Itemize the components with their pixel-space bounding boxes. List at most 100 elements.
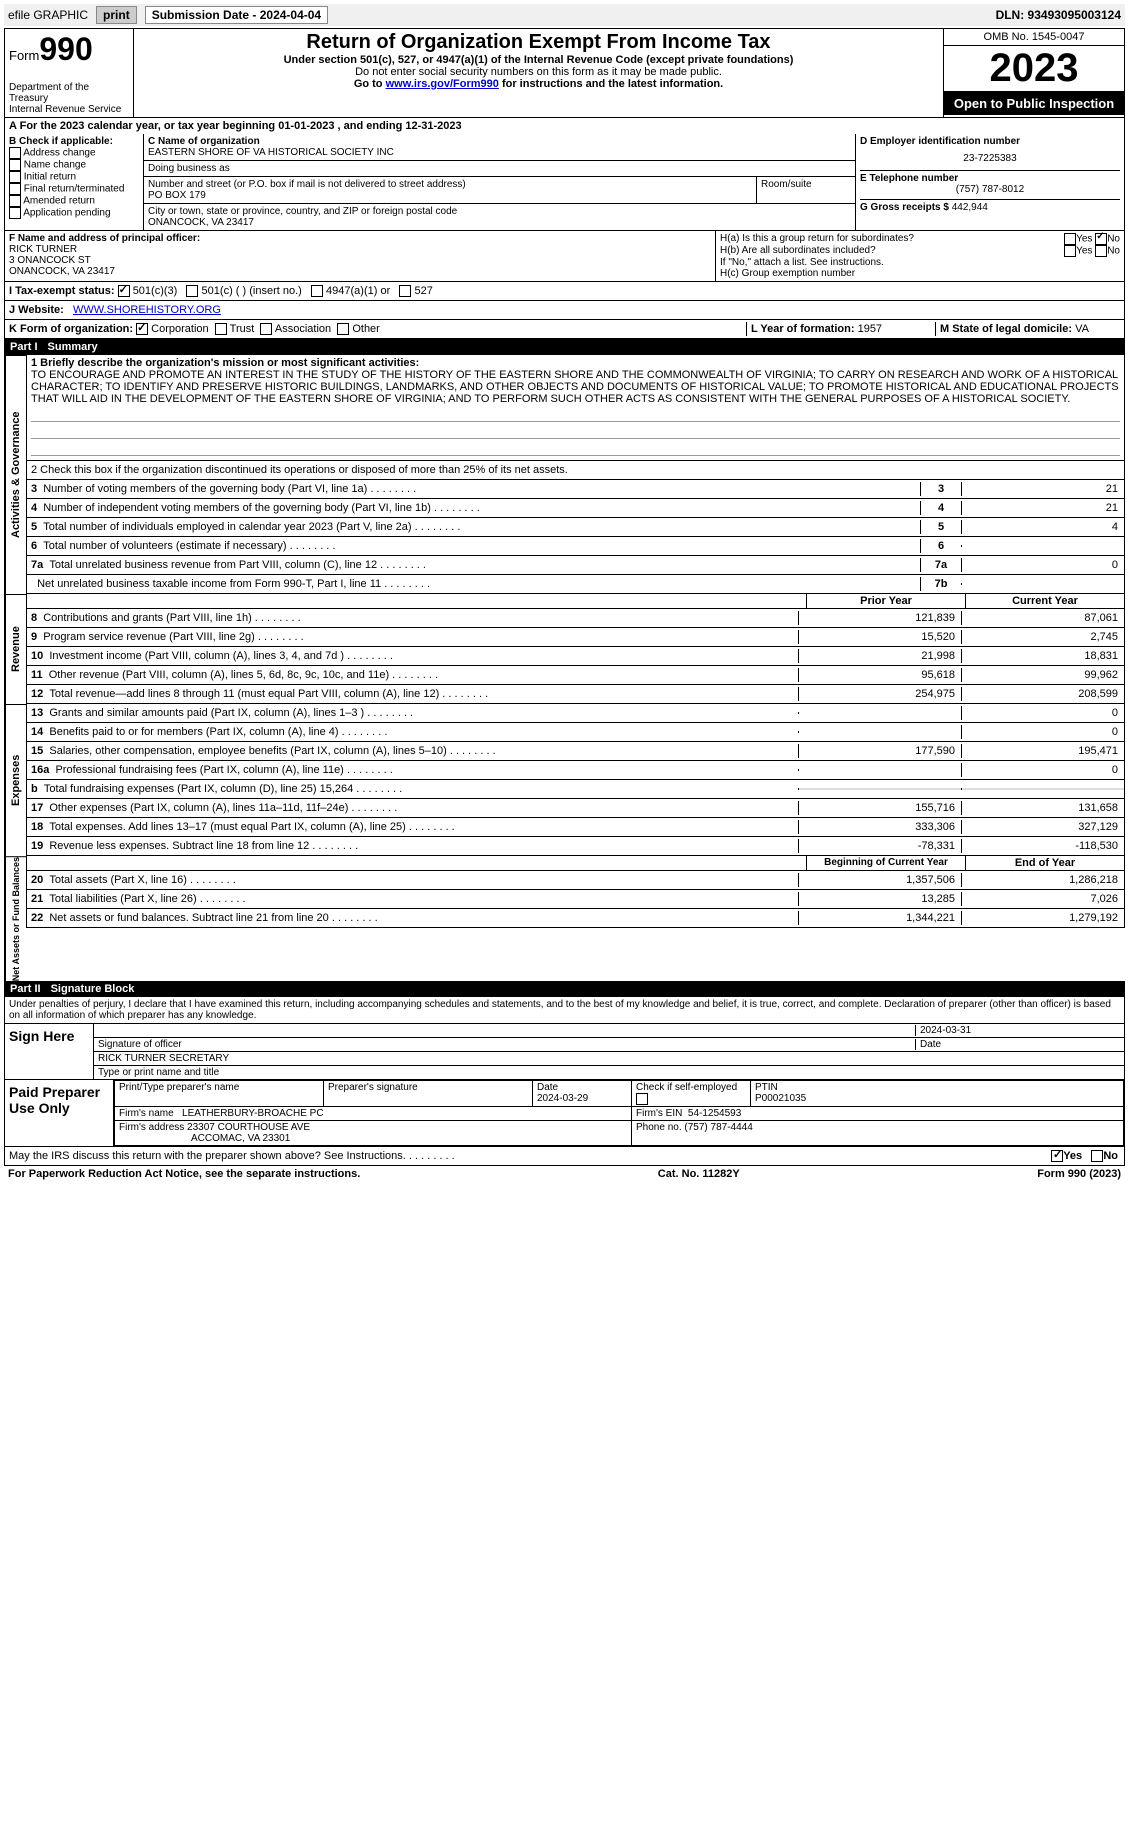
summary-line: 17 Other expenses (Part IX, column (A), …	[26, 799, 1125, 818]
city-state-zip: ONANCOCK, VA 23417	[148, 217, 851, 228]
summary-line: 21 Total liabilities (Part X, line 26)13…	[26, 890, 1125, 909]
cb-527[interactable]	[399, 285, 411, 297]
goto-line: Go to www.irs.gov/Form990 for instructio…	[142, 78, 935, 90]
year-formation: 1957	[858, 323, 882, 335]
form-number: Form990	[9, 31, 129, 68]
cb-501c[interactable]	[186, 285, 198, 297]
summary-line: Net unrelated business taxable income fr…	[26, 575, 1125, 594]
summary-line: 16a Professional fundraising fees (Part …	[26, 761, 1125, 780]
summary-line: 5 Total number of individuals employed i…	[26, 518, 1125, 537]
firm-addr2: ACCOMAC, VA 23301	[119, 1133, 290, 1144]
gross-receipts: 442,944	[952, 202, 988, 213]
sign-date: 2024-03-31	[915, 1025, 1120, 1036]
expense-section: Expenses 13 Grants and similar amounts p…	[4, 704, 1125, 856]
firm-ein: 54-1254593	[688, 1108, 741, 1119]
cb-corp[interactable]	[136, 323, 148, 335]
perjury-text: Under penalties of perjury, I declare th…	[4, 997, 1125, 1024]
activities-governance: Activities & Governance 1 Briefly descri…	[4, 355, 1125, 594]
cb-address-change[interactable]: Address change	[9, 147, 139, 159]
state-domicile: VA	[1075, 323, 1089, 335]
ha-yes[interactable]	[1064, 233, 1076, 245]
part2-header: Part II Signature Block	[4, 981, 1125, 997]
cb-initial-return[interactable]: Initial return	[9, 171, 139, 183]
main-title: Return of Organization Exempt From Incom…	[142, 31, 935, 54]
org-name: EASTERN SHORE OF VA HISTORICAL SOCIETY I…	[148, 147, 851, 158]
hb-yes[interactable]	[1064, 245, 1076, 257]
summary-line: 7a Total unrelated business revenue from…	[26, 556, 1125, 575]
cb-trust[interactable]	[215, 323, 227, 335]
sign-here-block: Sign Here 2024-03-31 Signature of office…	[4, 1024, 1125, 1080]
cb-501c3[interactable]	[118, 285, 130, 297]
phone: (757) 787-8012	[860, 184, 1120, 195]
sub-title: Under section 501(c), 527, or 4947(a)(1)…	[142, 54, 935, 66]
officer-name-title: RICK TURNER SECRETARY	[98, 1053, 229, 1064]
cb-name-change[interactable]: Name change	[9, 159, 139, 171]
website-link[interactable]: WWW.SHOREHISTORY.ORG	[73, 304, 221, 316]
summary-line: b Total fundraising expenses (Part IX, c…	[26, 780, 1125, 799]
section-c: C Name of organization EASTERN SHORE OF …	[144, 134, 855, 230]
summary-line: 11 Other revenue (Part VIII, column (A),…	[26, 666, 1125, 685]
line-a: A For the 2023 calendar year, or tax yea…	[4, 118, 1125, 134]
summary-line: 8 Contributions and grants (Part VIII, l…	[26, 609, 1125, 628]
summary-line: 19 Revenue less expenses. Subtract line …	[26, 837, 1125, 856]
irs-discuss-yes[interactable]	[1051, 1150, 1063, 1162]
summary-line: 14 Benefits paid to or for members (Part…	[26, 723, 1125, 742]
cb-final-return[interactable]: Final return/terminated	[9, 183, 139, 195]
balance-section: Net Assets or Fund Balances Beginning of…	[4, 856, 1125, 981]
dept-label: Department of the Treasury	[9, 82, 129, 104]
cb-assoc[interactable]	[260, 323, 272, 335]
submission-date: Submission Date - 2024-04-04	[145, 6, 328, 24]
summary-line: 13 Grants and similar amounts paid (Part…	[26, 704, 1125, 723]
efile-label: efile GRAPHIC	[8, 8, 88, 22]
ein: 23-7225383	[860, 147, 1120, 170]
form-header: Form990 Department of the Treasury Inter…	[4, 28, 1125, 118]
summary-line: 6 Total number of volunteers (estimate i…	[26, 537, 1125, 556]
firm-name: LEATHERBURY-BROACHE PC	[182, 1108, 324, 1119]
tax-year: 2023	[944, 46, 1124, 92]
revenue-section: Revenue Prior Year Current Year 8 Contri…	[4, 594, 1125, 704]
omb-number: OMB No. 1545-0047	[944, 29, 1124, 46]
part1-header: Part I Summary	[4, 339, 1125, 355]
cb-self-employed[interactable]	[636, 1093, 648, 1105]
summary-line: 9 Program service revenue (Part VIII, li…	[26, 628, 1125, 647]
cb-application[interactable]: Application pending	[9, 207, 139, 219]
summary-line: 22 Net assets or fund balances. Subtract…	[26, 909, 1125, 928]
officer-block: F Name and address of principal officer:…	[4, 231, 1125, 282]
cb-amended[interactable]: Amended return	[9, 195, 139, 207]
mission-text: TO ENCOURAGE AND PROMOTE AN INTEREST IN …	[31, 369, 1120, 405]
irs-discuss-no[interactable]	[1091, 1150, 1103, 1162]
section-d: D Employer identification number 23-7225…	[855, 134, 1124, 230]
summary-line: 4 Number of independent voting members o…	[26, 499, 1125, 518]
firm-addr1: 23307 COURTHOUSE AVE	[187, 1122, 310, 1133]
dln-label: DLN: 93493095003124	[996, 8, 1121, 22]
ha-no[interactable]	[1095, 233, 1107, 245]
summary-line: 3 Number of voting members of the govern…	[26, 480, 1125, 499]
open-public: Open to Public Inspection	[944, 92, 1124, 115]
summary-line: 10 Investment income (Part VIII, column …	[26, 647, 1125, 666]
section-b: B Check if applicable: Address change Na…	[5, 134, 144, 230]
irs-discuss-line: May the IRS discuss this return with the…	[4, 1147, 1125, 1166]
officer-name: RICK TURNER	[9, 244, 711, 255]
header-info-block: B Check if applicable: Address change Na…	[4, 134, 1125, 231]
ssn-warning: Do not enter social security numbers on …	[142, 66, 935, 78]
summary-line: 12 Total revenue—add lines 8 through 11 …	[26, 685, 1125, 704]
line-i: I Tax-exempt status: 501(c)(3) 501(c) ( …	[4, 282, 1125, 301]
line-k-l-m: K Form of organization: Corporation Trus…	[4, 320, 1125, 339]
irs-label: Internal Revenue Service	[9, 104, 129, 115]
form990-link[interactable]: www.irs.gov/Form990	[386, 78, 499, 90]
preparer-block: Paid Preparer Use Only Print/Type prepar…	[4, 1080, 1125, 1147]
summary-line: 15 Salaries, other compensation, employe…	[26, 742, 1125, 761]
top-bar: efile GRAPHIC print Submission Date - 20…	[4, 4, 1125, 26]
street-address: PO BOX 179	[148, 190, 752, 201]
summary-line: 20 Total assets (Part X, line 16)1,357,5…	[26, 871, 1125, 890]
line-j: J Website: WWW.SHOREHISTORY.ORG	[4, 301, 1125, 320]
hb-no[interactable]	[1095, 245, 1107, 257]
mission-box: 1 Briefly describe the organization's mi…	[26, 355, 1125, 461]
summary-line: 18 Total expenses. Add lines 13–17 (must…	[26, 818, 1125, 837]
cb-other[interactable]	[337, 323, 349, 335]
preparer-date: 2024-03-29	[537, 1093, 627, 1104]
cb-4947[interactable]	[311, 285, 323, 297]
print-button[interactable]: print	[96, 6, 137, 24]
firm-phone: (757) 787-4444	[684, 1122, 752, 1133]
footer: For Paperwork Reduction Act Notice, see …	[4, 1166, 1125, 1182]
